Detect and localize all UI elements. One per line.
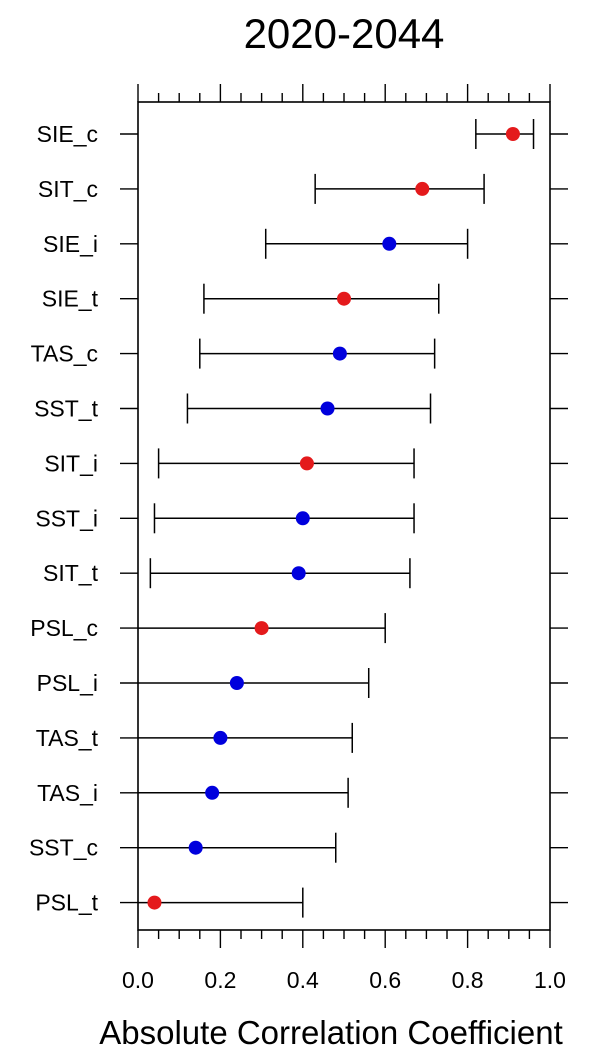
y-tick-label: PSL_c bbox=[30, 615, 98, 641]
y-tick-label: PSL_t bbox=[35, 890, 98, 916]
y-tick-label: TAS_t bbox=[36, 725, 99, 751]
y-tick-label: TAS_c bbox=[31, 341, 98, 367]
x-tick-label: 1.0 bbox=[534, 967, 566, 993]
y-tick-label: SST_t bbox=[34, 396, 99, 422]
data-point bbox=[320, 401, 335, 416]
data-point bbox=[205, 785, 220, 800]
plot-frame bbox=[137, 101, 551, 931]
data-point bbox=[254, 621, 269, 636]
x-axis-label: Absolute Correlation Coefficient bbox=[99, 1014, 562, 1051]
chart-title: 2020-2044 bbox=[244, 10, 445, 57]
y-tick-label: TAS_i bbox=[37, 780, 98, 806]
y-tick-label: SIT_i bbox=[44, 450, 98, 476]
y-tick-label: SST_c bbox=[29, 835, 98, 861]
plot-area: 0.0 0.2 0.4 0.6 0.8 1.0 SIE_c SIT_c SIE_i SIE_t TA… bbox=[29, 84, 568, 993]
y-tick-label: SIT_c bbox=[38, 176, 98, 202]
x-tick-label: 0.4 bbox=[287, 967, 319, 993]
y-tick-label: SIT_t bbox=[43, 560, 99, 586]
data-point bbox=[147, 895, 162, 910]
y-tick-label: SIE_i bbox=[43, 231, 98, 257]
data-point bbox=[291, 566, 306, 581]
y-tick-label: PSL_i bbox=[37, 670, 98, 696]
y-tick-label: SIE_t bbox=[42, 286, 99, 312]
data-point bbox=[337, 291, 351, 306]
x-tick-label: 0.2 bbox=[204, 967, 236, 993]
data-point bbox=[415, 181, 430, 196]
data-point bbox=[299, 456, 314, 471]
data-point bbox=[505, 127, 520, 141]
y-tick-label: SST_i bbox=[35, 505, 98, 531]
data-point bbox=[229, 676, 244, 690]
data-point bbox=[188, 840, 203, 855]
data-point bbox=[382, 236, 397, 251]
x-tick-label: 0.6 bbox=[369, 967, 401, 993]
data-point bbox=[332, 346, 347, 361]
data-point bbox=[295, 511, 310, 526]
data-point bbox=[213, 730, 228, 745]
y-tick-label: SIE_c bbox=[37, 121, 98, 147]
x-tick-label: 0.8 bbox=[452, 967, 484, 993]
x-tick-label: 0.0 bbox=[122, 967, 154, 993]
